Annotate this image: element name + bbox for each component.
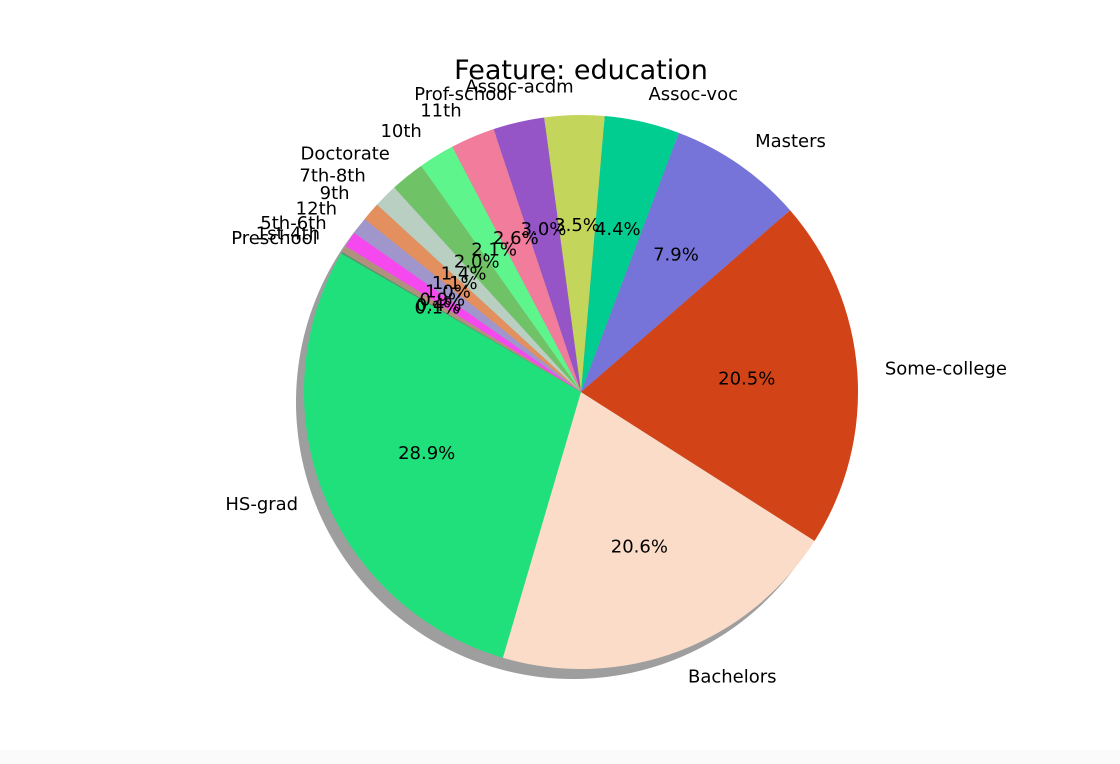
pct-11th: 2.6% <box>493 228 539 249</box>
slice-prof-school <box>493 117 581 392</box>
slice-hs-grad <box>303 253 581 658</box>
slice-assoc-voc <box>581 116 679 393</box>
pct-preschool: 0.1% <box>414 297 460 318</box>
label-assoc-voc: Assoc-voc <box>648 84 738 105</box>
label-10th: 10th <box>380 121 421 142</box>
pct-some-college: 20.5% <box>718 369 775 390</box>
label-preschool: Preschool <box>231 228 317 249</box>
slice-5th-6th <box>345 233 581 392</box>
slice-doctorate <box>394 165 581 392</box>
label-prof-school: Prof-school <box>414 84 512 105</box>
pct-10th: 2.1% <box>471 239 517 260</box>
label-some-college: Some-college <box>885 358 1007 379</box>
pct-5th-6th: 0.9% <box>419 289 465 310</box>
slice-10th <box>421 146 581 392</box>
pct-7th-8th: 1.4% <box>441 263 487 284</box>
slice-masters <box>581 132 791 393</box>
pct-9th: 1.1% <box>432 273 478 294</box>
slice-1st-4th <box>341 246 581 392</box>
slice-7th-8th <box>376 187 581 392</box>
label-12th: 12th <box>296 198 337 219</box>
pct-doctorate: 2.0% <box>454 252 500 273</box>
chart-title: Feature: education <box>454 55 708 86</box>
label-assoc-acdm: Assoc-acdm <box>465 76 573 97</box>
label-9th: 9th <box>320 183 350 204</box>
pct-hs-grad: 28.9% <box>398 443 455 464</box>
slice-bachelors <box>502 392 815 669</box>
slice-11th <box>452 129 581 392</box>
figure-bottom-strip <box>0 750 1120 764</box>
pie-slices <box>303 114 859 669</box>
label-11th: 11th <box>420 101 461 122</box>
slice-9th <box>364 204 581 392</box>
slice-some-college <box>581 210 859 541</box>
label-masters: Masters <box>755 131 826 152</box>
label-1st-4th: 1st-4th <box>256 224 320 245</box>
label-7th-8th: 7th-8th <box>299 165 365 186</box>
label-bachelors: Bachelors <box>688 666 777 687</box>
slice-12th <box>354 219 581 392</box>
pct-masters: 7.9% <box>653 245 699 266</box>
slice-assoc-acdm <box>544 114 605 392</box>
pct-12th: 1.0% <box>425 281 471 302</box>
pct-assoc-acdm: 3.5% <box>554 215 600 236</box>
slice-preschool <box>341 252 581 392</box>
label-doctorate: Doctorate <box>300 144 389 165</box>
pct-prof-school: 3.0% <box>521 219 567 240</box>
pct-assoc-voc: 4.4% <box>595 219 641 240</box>
pct-1st-4th: 0.4% <box>416 295 462 316</box>
category-labels: HS-grad Bachelors Some-college Masters Assoc… <box>225 76 1007 687</box>
pct-bachelors: 20.6% <box>611 537 668 558</box>
label-hs-grad: HS-grad <box>225 494 298 515</box>
percent-labels: 28.9% 20.6% 20.5% 7.9% 4.4%3.5%3.0%2.6%2.1%2… <box>398 215 775 558</box>
label-5th-6th: 5th-6th <box>260 213 326 234</box>
